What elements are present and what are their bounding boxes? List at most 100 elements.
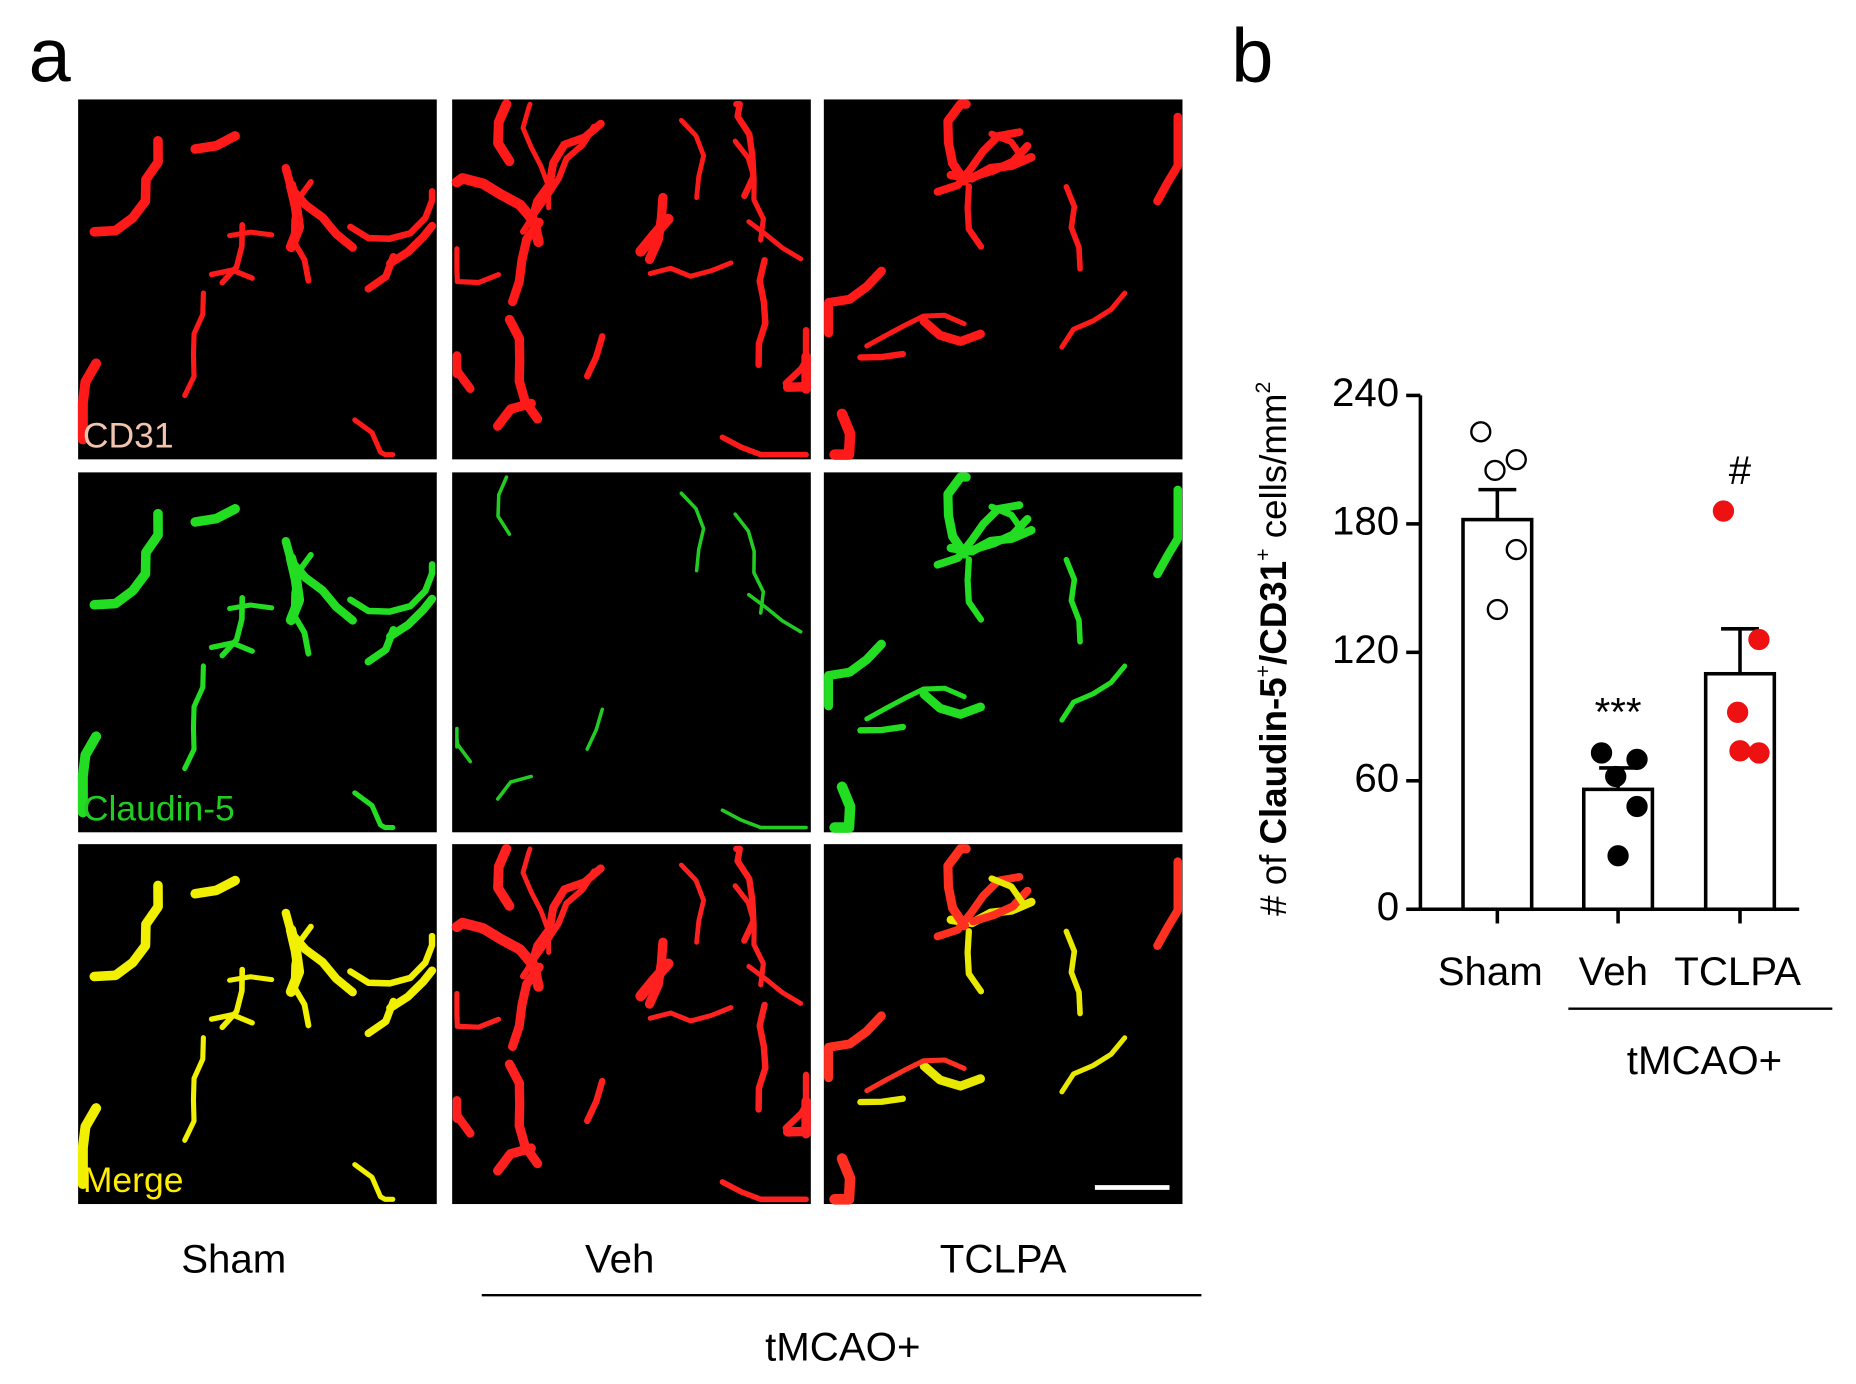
vessel	[281, 908, 357, 997]
y-label-part: /CD31	[1253, 561, 1294, 665]
vessel	[386, 594, 437, 641]
vessel	[386, 221, 437, 268]
error-bar	[1478, 487, 1517, 520]
vessel	[352, 790, 396, 831]
column-label: Sham	[181, 1237, 286, 1282]
vessel	[347, 561, 436, 615]
vessel	[455, 726, 473, 764]
vessel	[452, 1095, 475, 1138]
vessel	[190, 131, 240, 154]
bar	[1461, 517, 1534, 912]
vessels	[77, 131, 437, 458]
vessel	[782, 1096, 811, 1139]
column-label: Veh	[585, 1237, 654, 1282]
data-point	[1607, 845, 1629, 867]
vessel	[182, 663, 206, 772]
vessel	[919, 316, 985, 346]
vessel	[782, 351, 811, 394]
vessel	[988, 875, 1027, 908]
panel-letter: a	[29, 14, 72, 99]
vessel	[454, 990, 502, 1030]
panel-letter: b	[1231, 14, 1273, 99]
vessels	[77, 504, 437, 831]
vessel	[943, 472, 971, 559]
vessels	[77, 875, 437, 1202]
vessel	[347, 188, 436, 242]
vessel	[508, 962, 544, 1051]
data-point	[1484, 459, 1506, 482]
vessel	[988, 130, 1027, 163]
vessel	[89, 135, 163, 237]
y-tick-label: 180	[1332, 499, 1399, 544]
vessel	[583, 333, 606, 380]
y-tick-label: 60	[1354, 755, 1399, 800]
y-tick-label: 240	[1332, 370, 1399, 415]
row-label: Merge	[83, 1160, 184, 1200]
vessel	[89, 508, 163, 610]
vessels	[824, 472, 1183, 833]
vessel	[964, 928, 985, 995]
y-label-part: +	[1251, 665, 1275, 677]
vessel	[678, 862, 707, 945]
data-point	[1748, 628, 1770, 651]
y-label-part: Claudin-5	[1253, 677, 1294, 844]
vessel	[635, 213, 674, 257]
vessel	[964, 556, 985, 623]
vessel	[452, 351, 475, 393]
x-tick-label: Veh	[1579, 949, 1648, 994]
data-point	[1748, 742, 1770, 764]
vessel	[1153, 112, 1183, 206]
vessel	[824, 266, 886, 338]
vessel	[829, 781, 856, 833]
vessels	[451, 99, 811, 458]
vessels	[824, 844, 1183, 1205]
vessel	[1153, 485, 1183, 579]
vessel	[824, 639, 886, 711]
vessel	[919, 1061, 985, 1091]
vessel	[182, 290, 206, 399]
vessel	[585, 707, 605, 751]
vessel	[508, 217, 544, 307]
vessel	[190, 504, 240, 527]
vessel	[583, 1077, 606, 1125]
vessel	[493, 1143, 536, 1176]
data-point	[1729, 740, 1751, 762]
vessels	[824, 99, 1183, 460]
vessel	[733, 512, 766, 615]
vessel	[864, 1057, 967, 1094]
y-tick-label: 0	[1377, 884, 1399, 929]
row-label: Claudin-5	[83, 788, 235, 828]
vessel	[988, 503, 1027, 536]
vessel	[635, 958, 674, 1002]
vessel	[227, 602, 275, 612]
y-label-part: # of	[1253, 845, 1294, 916]
y-label-part: +	[1251, 548, 1275, 560]
data-point	[1726, 701, 1749, 723]
significance: #	[1729, 448, 1752, 493]
vessel	[527, 119, 605, 226]
vessel	[719, 434, 809, 458]
vessel	[829, 408, 856, 460]
micrograph	[823, 99, 1183, 460]
vessel	[281, 536, 357, 625]
vessel	[647, 1005, 734, 1024]
vessels	[455, 475, 808, 830]
vessel	[493, 99, 515, 167]
vessel	[746, 219, 804, 262]
vessel	[857, 1095, 906, 1106]
data-point	[1626, 795, 1648, 818]
vessel	[493, 398, 536, 431]
vessel	[864, 685, 967, 722]
vessel	[190, 875, 240, 899]
vessel	[679, 491, 706, 573]
vessel	[77, 1103, 102, 1190]
vessel	[386, 966, 437, 1013]
vessel	[77, 358, 102, 445]
group-label: tMCAO+	[765, 1324, 920, 1369]
vessel	[352, 1162, 396, 1202]
group-label: tMCAO+	[1627, 1038, 1782, 1083]
vessel	[1059, 1035, 1128, 1095]
data-point	[1505, 449, 1527, 471]
